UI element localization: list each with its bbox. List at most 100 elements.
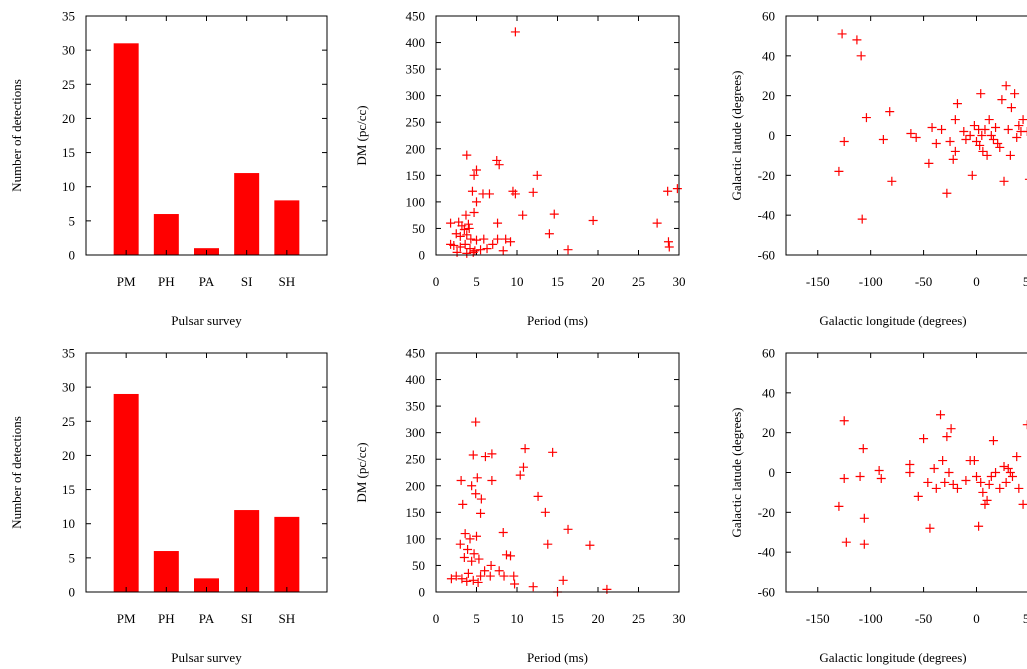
x-axis-label: Galactic longitude (degrees) (819, 650, 966, 665)
data-point (946, 424, 956, 434)
data-point (482, 244, 492, 254)
x-tick-label: SH (279, 611, 296, 626)
data-point (487, 475, 497, 485)
y-axis-label: Galactic latude (degrees) (729, 408, 744, 538)
data-point (472, 473, 482, 483)
data-point (1018, 499, 1027, 509)
data-point (911, 132, 921, 142)
data-point (858, 444, 868, 454)
y-tick-label: 50 (412, 558, 425, 573)
data-point (471, 417, 481, 427)
data-point (494, 566, 504, 576)
y-tick-label: 450 (406, 9, 426, 24)
y-axis-label: Number of detections (9, 416, 24, 529)
data-point (486, 560, 496, 570)
data-point (472, 165, 481, 175)
data-point (997, 95, 1007, 105)
y-tick-label: -20 (758, 505, 775, 520)
y-tick-label: 10 (62, 179, 75, 194)
data-point (544, 229, 554, 239)
data-point (549, 209, 559, 219)
data-point (993, 138, 1003, 148)
data-point (969, 121, 979, 131)
x-tick-label: 30 (673, 611, 686, 626)
y-tick-label: 400 (406, 35, 426, 50)
y-tick-label: 25 (62, 414, 75, 429)
x-tick-label: 30 (673, 274, 686, 289)
data-point (510, 579, 520, 589)
data-point (1022, 127, 1027, 137)
y-tick-label: 300 (406, 88, 426, 103)
x-tick-label: -50 (915, 611, 932, 626)
data-point (857, 214, 867, 224)
data-point (548, 447, 558, 457)
data-point (940, 477, 950, 487)
data-point (959, 127, 969, 137)
plot-frame (785, 352, 1027, 593)
data-point (952, 483, 962, 493)
data-point (1001, 477, 1011, 487)
data-point (493, 218, 503, 228)
data-point (942, 188, 952, 198)
data-point (931, 483, 941, 493)
data-point (834, 501, 844, 511)
y-tick-label: 20 (762, 88, 775, 103)
x-tick-label: -100 (859, 274, 883, 289)
y-tick-label: 200 (406, 141, 426, 156)
data-point (494, 160, 504, 170)
chart-panel-4: PM PH PA SI SH 0 5 10 15 20 25 30 35 Pulsar survey Num… (9, 346, 328, 665)
data-point (474, 554, 484, 564)
y-axis-label: Galactic latude (degrees) (729, 71, 744, 201)
x-tick-label: 15 (551, 274, 564, 289)
y-tick-label: 50 (412, 221, 425, 236)
data-point (1006, 103, 1016, 113)
y-tick-label: 250 (406, 452, 426, 467)
data-point (988, 436, 998, 446)
x-tick-label: 15 (551, 611, 564, 626)
data-point (999, 462, 1009, 472)
y-tick-label: 350 (406, 399, 426, 414)
data-point (1024, 178, 1027, 180)
data-point (446, 574, 456, 584)
y-tick-label: 40 (762, 385, 775, 400)
data-point (952, 99, 962, 109)
data-point (1001, 81, 1011, 91)
data-point (488, 239, 498, 249)
y-tick-label: 150 (406, 505, 426, 520)
data-point (856, 51, 866, 61)
data-point (1014, 483, 1024, 493)
data-point (469, 170, 479, 180)
data-point (1012, 452, 1022, 462)
data-point (528, 187, 538, 197)
data-point (924, 158, 934, 168)
data-point (462, 248, 472, 258)
chart-panel-1: PM PH PA SI SH 0 5 10 15 20 25 30 35 Pulsar survey Num… (9, 9, 328, 328)
y-tick-label: -40 (758, 545, 775, 560)
data-point (469, 208, 479, 218)
x-tick-label: 50 (1023, 274, 1027, 289)
x-tick-label: PM (117, 611, 136, 626)
data-point (501, 234, 511, 244)
data-point (974, 521, 984, 531)
x-tick-label: 50 (1023, 611, 1027, 626)
data-point (480, 452, 490, 462)
x-tick-label: PA (199, 274, 215, 289)
data-point (1014, 121, 1024, 131)
data-point (455, 539, 465, 549)
data-point (463, 219, 473, 229)
y-tick-label: 0 (69, 585, 76, 600)
data-point (492, 155, 502, 165)
y-tick-label: 20 (762, 425, 775, 440)
data-point (885, 107, 895, 117)
data-point (944, 468, 954, 477)
data-point (931, 138, 941, 148)
data-point (874, 466, 884, 476)
data-point (837, 29, 847, 39)
y-tick-label: 5 (69, 550, 76, 565)
data-point (672, 184, 682, 194)
x-axis-label: Galactic longitude (degrees) (819, 313, 966, 328)
x-tick-label: SH (279, 274, 296, 289)
data-point (948, 479, 958, 489)
data-point (972, 471, 981, 481)
